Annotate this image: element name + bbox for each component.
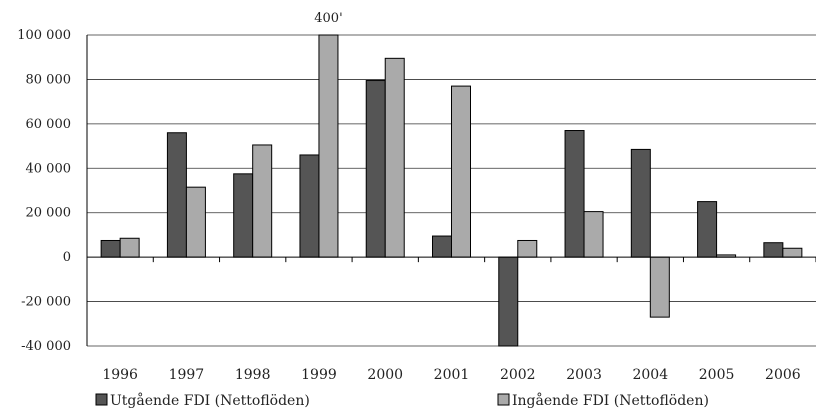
bar-utgaende-2006	[763, 242, 784, 258]
bar-utgaende-2004	[630, 148, 651, 258]
bar-ingaende-1999	[318, 34, 339, 258]
x-category-label: 1998	[235, 367, 271, 383]
bar-utgaende-2003	[564, 130, 585, 258]
x-axis: 1996 1997 1998 1999 2000 2001 2002 2003 2004 2005…	[86, 35, 816, 383]
bar-ingaende-1996	[119, 237, 140, 258]
legend-swatch	[497, 393, 510, 406]
legend-swatch	[95, 393, 108, 406]
y-axis-ticks: -40 000 -20 000 0 20 000 40 000 60 000 80 000 1…	[17, 28, 71, 354]
bar-utgaende-2002	[498, 256, 519, 347]
x-category-label: 2004	[632, 367, 668, 383]
y-tick-label: 80 000	[26, 72, 72, 87]
bar-utgaende-1998	[233, 173, 254, 258]
x-category-label: 2002	[500, 367, 536, 383]
y-tick-label: -20 000	[21, 295, 71, 310]
bar-ingaende-1997	[185, 186, 206, 258]
bar-ingaende-2004	[649, 256, 670, 318]
bar-utgaende-2005	[697, 201, 718, 258]
bar-ingaende-2002	[517, 239, 538, 258]
y-tick-label: 20 000	[26, 206, 72, 221]
x-category-label: 1999	[301, 367, 337, 383]
y-tick-label: 40 000	[26, 161, 72, 176]
bar-ingaende-2003	[583, 211, 604, 258]
x-category-label: 2001	[434, 367, 470, 383]
x-category-label: 2000	[367, 367, 403, 383]
y-tick-label: 60 000	[26, 117, 72, 132]
bar-ingaende-2006	[782, 247, 803, 258]
x-category-label: 2006	[765, 367, 801, 383]
x-category-label: 2005	[699, 367, 735, 383]
bar-annotation: 400'	[314, 11, 342, 26]
bar-utgaende-1999	[299, 154, 320, 258]
x-category-label: 2003	[566, 367, 602, 383]
y-tick-label: -40 000	[21, 339, 71, 354]
y-tick-label: 0	[63, 250, 71, 265]
bar-utgaende-1996	[100, 239, 121, 258]
legend-label: Ingående FDI (Nettoflöden)	[512, 392, 709, 409]
y-tick-label: 100 000	[17, 28, 71, 43]
bar-utgaende-2000	[365, 80, 386, 258]
bar-ingaende-2001	[451, 85, 471, 258]
x-category-label: 1997	[169, 367, 205, 383]
bar-ingaende-1998	[252, 144, 273, 258]
bar-utgaende-2001	[432, 235, 452, 258]
x-category-label: 1996	[102, 367, 138, 383]
legend: Utgående FDI (Nettoflöden) Ingående FDI (…	[95, 392, 709, 409]
annotations: 400'	[314, 11, 342, 26]
bar-ingaende-2000	[384, 57, 405, 258]
bar-utgaende-1997	[166, 132, 187, 258]
bars	[100, 34, 803, 347]
legend-label: Utgående FDI (Nettoflöden)	[110, 392, 310, 409]
